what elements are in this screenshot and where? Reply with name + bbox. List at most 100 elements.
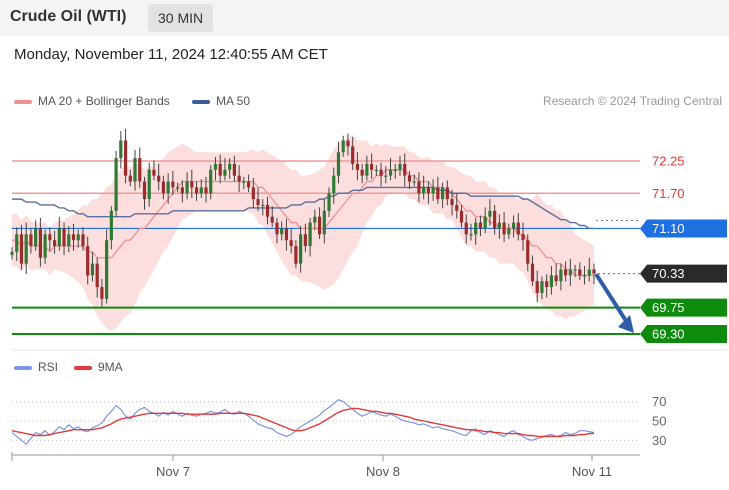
candle-body [483, 216, 487, 229]
candle-body [81, 234, 85, 247]
candle-body [351, 146, 355, 164]
candle-body [289, 240, 293, 247]
candle-body [152, 169, 156, 176]
candle-body [582, 275, 587, 277]
candle-body [161, 181, 166, 194]
candle-body [105, 240, 109, 299]
candle-body [355, 163, 360, 170]
candle-body [237, 175, 241, 182]
candle-body [535, 281, 539, 293]
candle-body [336, 152, 341, 176]
candle-body [450, 199, 454, 205]
candle-body [142, 181, 147, 200]
ma20-swatch [14, 99, 32, 104]
last-price-tag [640, 264, 727, 283]
candle-body [365, 163, 369, 176]
candle-body [440, 187, 445, 200]
candle-body [393, 169, 397, 171]
candle-body [223, 169, 227, 176]
candle-body [176, 187, 180, 189]
candle-body [573, 269, 577, 271]
candle-body [511, 222, 516, 229]
candle-body [48, 234, 52, 241]
candle-body [412, 181, 416, 183]
candle-body [313, 216, 317, 223]
ma9-legend-label: 9MA [98, 360, 123, 374]
candle-body [526, 240, 530, 264]
candle-body [540, 281, 544, 293]
candle-body [52, 240, 57, 247]
ma50-line [12, 186, 594, 230]
candle-body [426, 187, 430, 194]
candle-body [554, 275, 558, 282]
candle-body [38, 228, 42, 258]
pivot-tag [640, 219, 727, 238]
legend-rsi: RSI [14, 360, 58, 374]
candle-body [303, 234, 307, 247]
candles-group [10, 128, 596, 307]
candle-body [265, 204, 270, 217]
candle-body [284, 228, 289, 241]
candle-body [119, 140, 123, 159]
candle-body [502, 222, 506, 235]
x-tick-label: Nov 11 [572, 464, 612, 479]
candle-body [469, 234, 473, 236]
ma9-swatch [74, 365, 92, 370]
resistance-2-label: 72.25 [652, 154, 685, 169]
candle-body [133, 158, 137, 182]
candle-body [171, 181, 175, 188]
candle-body [407, 175, 412, 182]
resistance-1-label: 71.70 [652, 186, 685, 201]
ma50-label: MA 50 [216, 94, 251, 108]
candle-body [545, 281, 549, 288]
candle-body [388, 169, 393, 176]
candle-body [436, 187, 440, 200]
candle-body [242, 181, 246, 183]
candle-body [459, 210, 464, 223]
candle-body [497, 222, 501, 229]
candle-body [346, 140, 350, 147]
candle-body [67, 234, 71, 247]
candle-body [478, 222, 483, 229]
candle-body [256, 199, 260, 205]
candle-body [43, 234, 47, 258]
last-price-label: 70.33 [652, 266, 685, 281]
candle-body [341, 140, 345, 153]
projection-arrow-head [618, 315, 634, 333]
candle-body [431, 187, 435, 194]
candle-body [100, 287, 104, 299]
candle-body [493, 210, 497, 229]
candle-body [24, 234, 28, 264]
candle-body [166, 181, 170, 194]
rsi-tick-label: 70 [652, 394, 666, 409]
candle-body [592, 269, 596, 274]
candle-body [403, 163, 407, 176]
legend-ma20: MA 20 + Bollinger Bands [14, 94, 170, 108]
candle-body [280, 228, 284, 235]
projection-arrow-shaft [595, 273, 630, 326]
candle-body [530, 263, 535, 282]
datetime-label: Monday, November 11, 2024 12:40:55 AM CE… [14, 46, 328, 63]
candle-body [322, 210, 326, 235]
instrument-title: Crude Oil (WTI) [10, 8, 127, 25]
candle-body [488, 210, 492, 217]
rsi-legend-label: RSI [38, 360, 59, 374]
ma20-line [12, 169, 594, 277]
candle-body [29, 234, 33, 247]
candle-body [568, 269, 572, 276]
candle-body [398, 163, 402, 170]
timeframe-badge[interactable]: 30 MIN [148, 4, 214, 32]
candle-body [10, 251, 14, 255]
candle-body [516, 222, 520, 235]
candle-body [417, 181, 421, 194]
candle-body [549, 275, 554, 288]
candle-body [317, 216, 322, 235]
candle-body [34, 228, 38, 247]
candle-body [246, 181, 251, 188]
candle-body [138, 158, 142, 182]
bollinger-band-area [12, 134, 594, 332]
candle-body [209, 169, 213, 194]
candle-body [15, 234, 19, 252]
rsi-ma9-line [11, 407, 594, 438]
